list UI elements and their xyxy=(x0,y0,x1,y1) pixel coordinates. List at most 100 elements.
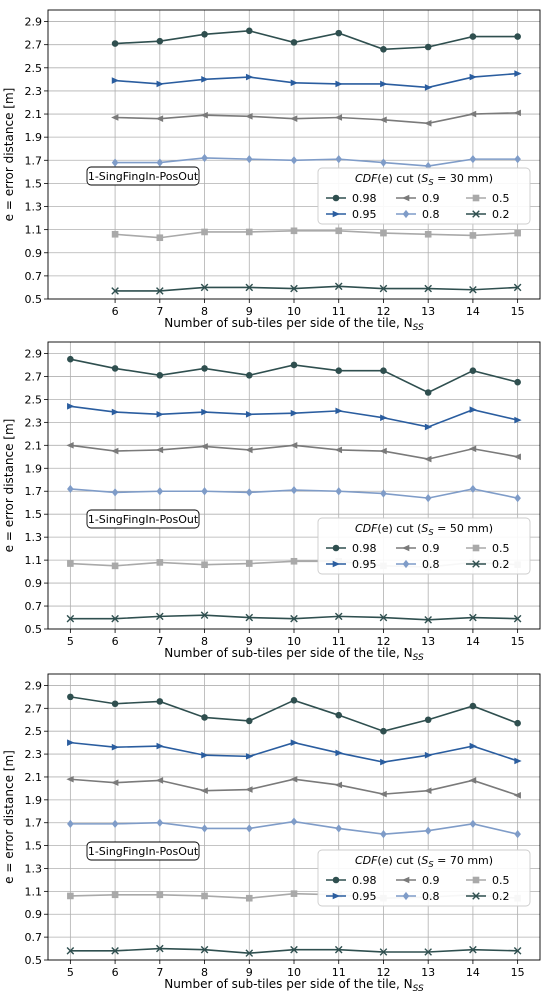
data-point xyxy=(514,416,522,424)
legend-entry-0.8: 0.8 xyxy=(396,890,440,903)
legend-entry-0.2: 0.2 xyxy=(466,558,510,571)
data-point xyxy=(334,945,343,954)
data-point xyxy=(111,743,120,751)
legend-title: CDF(e) cut (SS = 30 mm) xyxy=(355,172,493,187)
data-point xyxy=(514,378,521,386)
data-point xyxy=(201,76,209,83)
data-point xyxy=(424,284,432,293)
data-point xyxy=(424,948,432,956)
legend-label: 0.98 xyxy=(352,192,377,205)
x-tick-label: 14 xyxy=(466,966,480,979)
legend-marker xyxy=(472,194,480,202)
data-point xyxy=(156,37,164,45)
data-point xyxy=(245,446,253,454)
y-tick-label: 0.7 xyxy=(25,270,43,283)
series-line xyxy=(115,112,518,125)
series-0.9 xyxy=(111,109,521,127)
legend-marker xyxy=(402,559,410,569)
series-0.8 xyxy=(111,153,521,171)
data-point xyxy=(290,775,298,783)
data-point xyxy=(245,27,253,35)
data-point xyxy=(201,561,208,569)
data-point xyxy=(155,777,164,784)
data-point xyxy=(335,711,343,719)
legend-label: 0.5 xyxy=(492,874,510,887)
data-point xyxy=(290,227,298,235)
data-point xyxy=(424,43,432,51)
data-point xyxy=(514,719,521,727)
data-point xyxy=(290,361,298,369)
data-point xyxy=(468,445,477,453)
data-point xyxy=(201,30,208,38)
x-tick-label: 5 xyxy=(67,635,74,648)
series-0.95 xyxy=(67,402,522,431)
legend-label: 0.8 xyxy=(422,208,440,221)
data-point xyxy=(201,408,209,416)
series-0.2 xyxy=(66,611,522,624)
y-axis-label: e = error distance [m] xyxy=(2,750,16,884)
plot-frame xyxy=(47,9,541,300)
x-axis-label: Number of sub-tiles per side of the tile… xyxy=(164,977,424,994)
legend-frame xyxy=(317,849,531,907)
data-point xyxy=(380,758,388,766)
annotation-box: 1-SingFingIn-PosOut xyxy=(86,841,200,861)
x-tick-label: 8 xyxy=(201,635,208,648)
series-0.95 xyxy=(67,739,522,766)
y-tick-label: 0.9 xyxy=(25,577,43,590)
data-point xyxy=(290,442,298,449)
y-tick-label: 0.7 xyxy=(25,931,43,944)
x-tick-label: 6 xyxy=(112,966,119,979)
data-point xyxy=(424,716,432,724)
y-tick-label: 1.7 xyxy=(25,154,43,167)
data-point xyxy=(290,557,298,565)
series-line xyxy=(115,229,518,239)
y-tick-label: 1.5 xyxy=(25,177,43,190)
legend-entry-0.95: 0.95 xyxy=(326,558,377,571)
x-tick-label: 7 xyxy=(156,635,163,648)
data-point xyxy=(290,156,298,165)
x-tick-label: 12 xyxy=(376,635,390,648)
series-line xyxy=(115,30,518,51)
y-axis-label: e = error distance [m] xyxy=(2,88,16,222)
y-tick-label: 1.9 xyxy=(25,131,43,144)
data-point xyxy=(290,817,298,826)
legend-marker xyxy=(402,194,410,202)
data-point xyxy=(514,229,521,237)
x-tick-label: 11 xyxy=(332,966,346,979)
y-tick-label: 1.5 xyxy=(25,840,43,853)
data-point xyxy=(66,614,75,623)
x-tick-label: 9 xyxy=(246,305,253,318)
data-point xyxy=(335,367,343,374)
legend-entry-0.95: 0.95 xyxy=(326,208,377,221)
y-tick-label: 0.5 xyxy=(25,293,43,306)
data-point xyxy=(200,611,209,620)
data-point xyxy=(380,46,387,53)
x-tick-label: 7 xyxy=(156,966,163,979)
data-point xyxy=(245,411,254,418)
data-point xyxy=(245,613,254,622)
data-point xyxy=(156,891,164,899)
data-point xyxy=(469,742,477,750)
y-tick-label: 1.1 xyxy=(25,554,43,567)
data-point xyxy=(380,229,387,237)
series-0.95 xyxy=(111,70,522,91)
legend-marker xyxy=(332,892,340,900)
data-point xyxy=(290,697,298,704)
data-point xyxy=(513,453,521,461)
data-point xyxy=(200,111,208,119)
y-tick-label: 2.5 xyxy=(25,62,43,75)
legend-marker xyxy=(472,210,480,218)
chart-panel-3: 5 6 7 8 9 10 11 12 13 14 15 0.5 0.7 0.9 1.1 1.3 1.5 1.7 1.… xyxy=(2,673,541,994)
data-point xyxy=(245,228,253,236)
data-point xyxy=(380,158,387,167)
data-point xyxy=(201,751,209,759)
data-point xyxy=(424,119,432,127)
series-0.9 xyxy=(66,775,521,799)
legend-marker xyxy=(332,544,340,552)
data-point xyxy=(201,487,208,496)
legend-label: 0.98 xyxy=(352,542,377,555)
x-axis-label: Number of sub-tiles per side of the tile… xyxy=(164,646,424,663)
series-0.5 xyxy=(111,227,521,242)
y-tick-label: 2.9 xyxy=(25,679,43,692)
legend-marker xyxy=(402,876,410,884)
